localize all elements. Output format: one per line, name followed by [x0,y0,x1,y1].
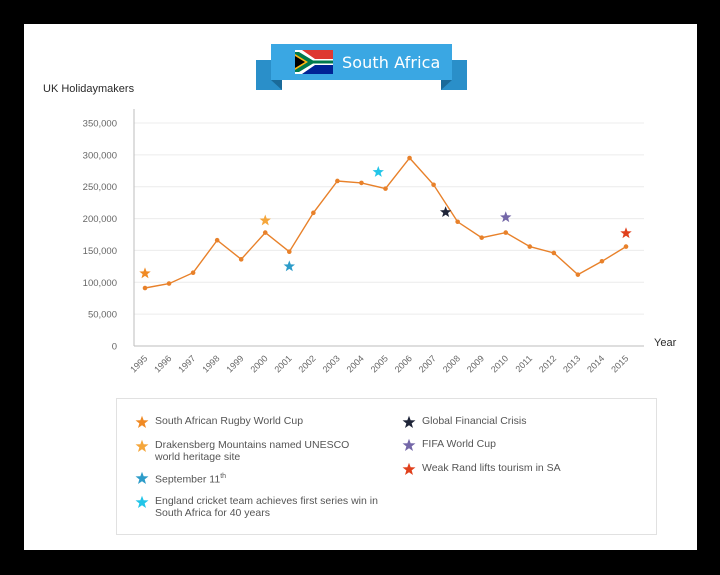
light-orange-star-icon [135,439,149,452]
legend-label-drakensberg-line2: world heritage site [155,451,241,463]
legend-item-gfc: Global Financial Crisis [402,415,642,429]
navy-star-icon [402,415,416,428]
x-tick-label: 2000 [248,353,269,374]
data-point [335,178,340,184]
legend-label-cricket-line2: South Africa for 40 years [155,507,270,519]
event-star-marker [283,260,296,272]
legend-item-sept11: September 11th [135,471,375,486]
legend-item-rand: Weak Rand lifts tourism in SA [402,462,642,476]
event-star-marker [139,267,151,279]
x-tick-label: 2015 [609,353,630,374]
cyan-star-icon [135,495,149,508]
data-point [262,230,268,235]
data-point [503,230,509,235]
legend-label-cricket-line1: England cricket team achieves first seri… [155,495,378,507]
legend-label-sept11: September 11th [155,471,375,486]
data-point [551,250,557,256]
x-tick-label: 1998 [200,353,221,374]
x-tick-label: 2011 [513,353,534,374]
chart-title: South Africa [342,52,441,72]
y-tick-label: 350,000 [83,119,117,130]
x-axis-label: Year [654,337,677,349]
x-tick-label: 2005 [369,353,390,374]
x-tick-label: 1999 [224,353,245,374]
legend-item-drakensberg: Drakensberg Mountains named UNESCO world… [135,439,375,463]
data-point [527,244,533,249]
y-tick-label: 0 [112,342,117,353]
y-axis-label: UK Holidaymakers [43,83,135,95]
x-tick-label: 2001 [272,353,293,374]
event-star-marker [259,214,271,226]
legend-label-cricket: England cricket team achieves first seri… [155,495,415,519]
event-star-marker [372,166,384,177]
y-tick-label: 100,000 [83,278,117,289]
x-tick-label: 2010 [489,353,510,374]
y-tick-label: 150,000 [83,246,117,257]
x-tick-label: 2012 [537,353,558,374]
x-tick-label: 2008 [441,353,462,374]
x-tick-label: 2009 [465,353,486,374]
data-point [431,182,436,188]
legend-item-fifa: FIFA World Cup [402,438,642,452]
south-africa-flag-icon [295,50,333,74]
data-point [455,219,460,225]
legend-label-sept11-sup: th [220,473,227,480]
x-tick-label: 1997 [176,353,197,374]
x-tick-label: 2013 [561,353,582,374]
legend-label-sept11-text: September 11 [155,473,221,486]
series-line [144,156,627,289]
data-point [238,257,244,262]
data-point [166,281,172,286]
legend-label-drakensberg: Drakensberg Mountains named UNESCO world… [155,439,375,463]
x-tick-label: 2002 [297,353,318,374]
data-point [311,210,316,216]
legend: South African Rugby World Cup Drakensber… [116,398,657,535]
legend-label-fifa: FIFA World Cup [422,438,496,450]
blue-star-icon [135,471,149,484]
title-banner: South Africa [271,44,452,80]
event-star-marker [439,206,452,218]
y-tick-label: 250,000 [83,182,117,193]
data-point [383,186,388,191]
red-star-icon [402,462,416,475]
data-point [623,244,629,249]
x-tick-label: 1996 [152,353,173,374]
data-point [575,272,581,277]
legend-item-rugby: South African Rugby World Cup [135,415,375,429]
chart-card [24,24,697,550]
data-point [599,258,605,264]
banner-fold-left [271,80,282,90]
data-point [190,270,196,276]
x-tick-label: 2003 [321,353,342,374]
x-tick-label: 2007 [417,353,438,374]
data-point [287,249,292,255]
data-point [214,237,220,243]
data-point [142,285,148,291]
x-tick-label: 1995 [128,353,149,374]
legend-label-rand: Weak Rand lifts tourism in SA [422,462,561,474]
data-point [407,155,412,161]
data-point [479,235,485,240]
legend-label-drakensberg-line1: Drakensberg Mountains named UNESCO [155,439,350,451]
y-tick-label: 50,000 [88,310,117,321]
x-tick-label: 2006 [393,353,414,374]
orange-star-icon [135,415,149,428]
legend-label-gfc: Global Financial Crisis [422,415,527,427]
y-tick-label: 200,000 [83,214,117,225]
event-star-marker [500,211,512,223]
x-tick-label: 2014 [585,353,606,374]
legend-item-cricket: England cricket team achieves first seri… [135,495,415,519]
legend-label-rugby: South African Rugby World Cup [155,415,304,427]
y-tick-label: 300,000 [83,150,117,161]
data-point [359,180,364,186]
purple-star-icon [402,438,416,451]
banner-fold-right [441,80,452,90]
event-star-marker [620,227,632,239]
x-tick-label: 2004 [345,353,366,374]
